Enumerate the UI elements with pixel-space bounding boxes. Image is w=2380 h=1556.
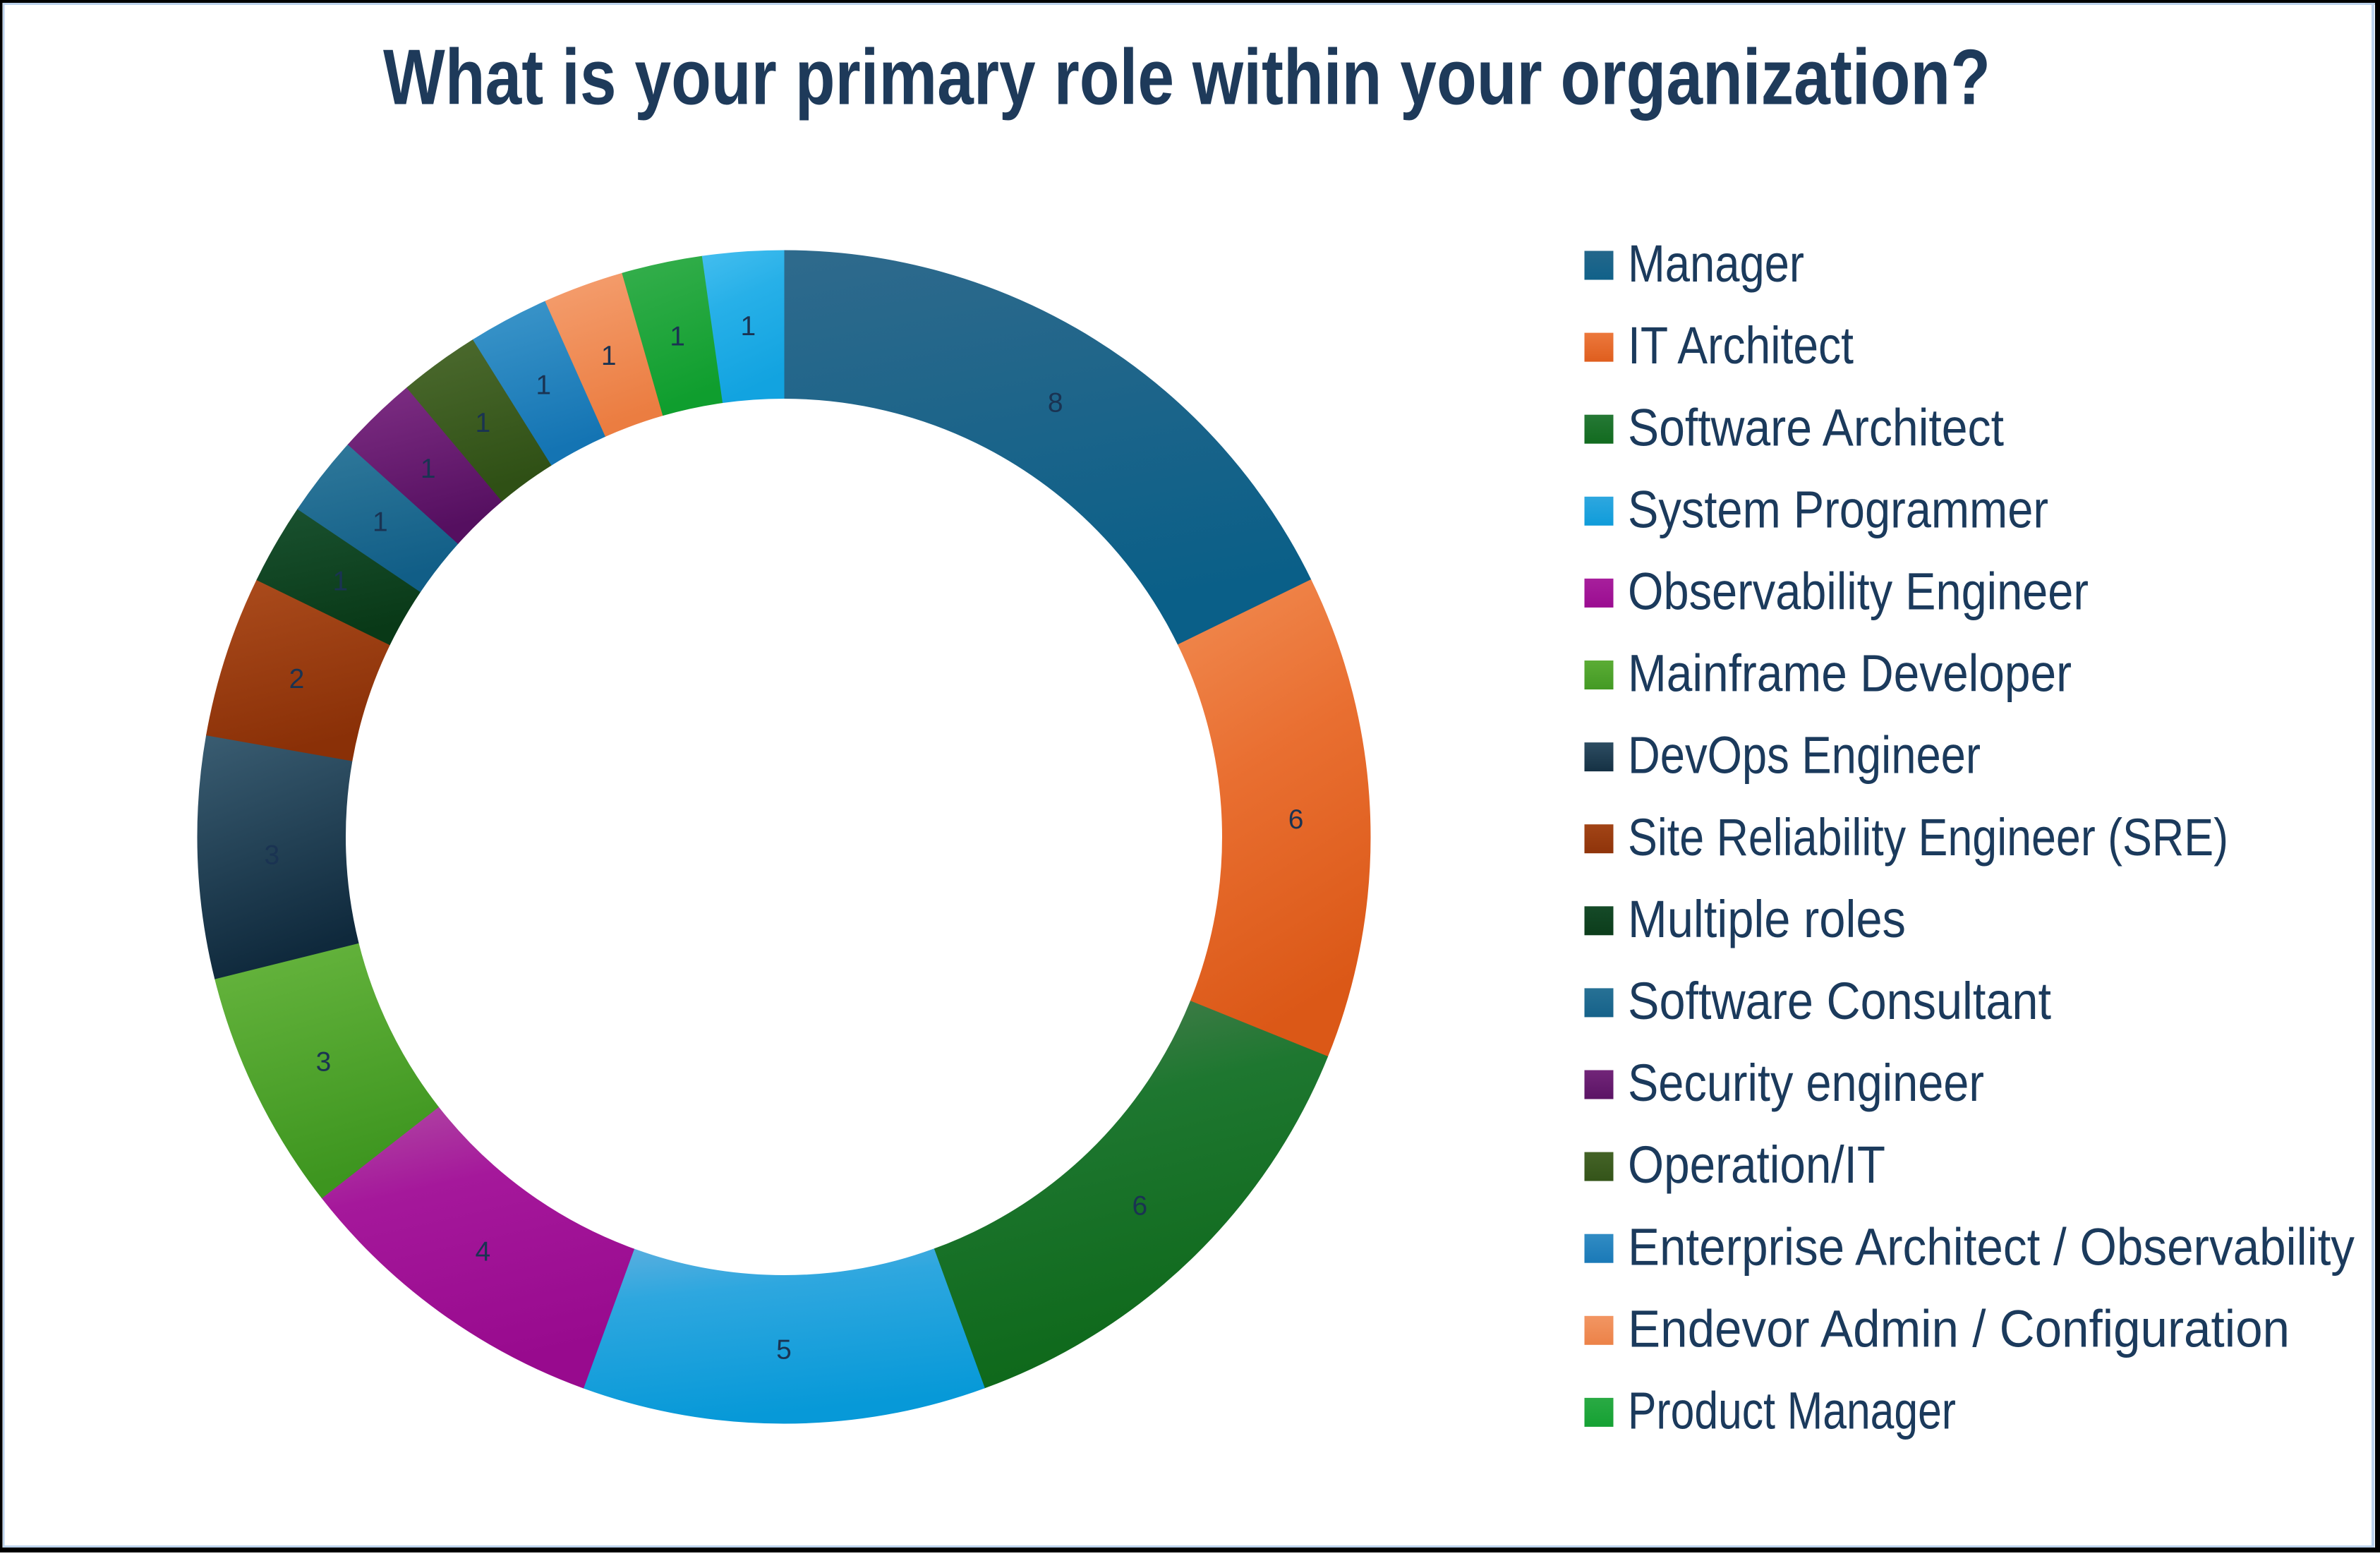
svg-text:1: 1	[741, 311, 756, 342]
svg-text:6: 6	[1288, 804, 1304, 835]
svg-text:DevOps Engineer: DevOps Engineer	[1628, 726, 1981, 785]
svg-text:Product Manager: Product Manager	[1628, 1382, 1956, 1440]
svg-text:IT Architect: IT Architect	[1628, 316, 1854, 375]
svg-text:Endevor Admin / Configuration: Endevor Admin / Configuration	[1628, 1299, 2290, 1358]
svg-text:5: 5	[776, 1334, 792, 1365]
svg-text:4: 4	[475, 1237, 490, 1267]
svg-text:Operation/IT: Operation/IT	[1628, 1135, 1885, 1194]
svg-text:1: 1	[670, 321, 685, 351]
svg-text:1: 1	[421, 454, 436, 484]
svg-text:What is your primary role with: What is your primary role within your or…	[383, 34, 1991, 121]
svg-text:1: 1	[536, 370, 551, 400]
svg-text:1: 1	[373, 507, 388, 537]
svg-text:3: 3	[316, 1047, 332, 1078]
svg-text:Site Reliability Engineer (SRE: Site Reliability Engineer (SRE)	[1628, 808, 2228, 867]
svg-text:3: 3	[265, 840, 280, 871]
svg-text:Enterprise Architect / Observa: Enterprise Architect / Observability	[1628, 1217, 2355, 1276]
svg-text:Mainframe Developer: Mainframe Developer	[1628, 644, 2072, 703]
svg-text:Security engineer: Security engineer	[1628, 1054, 1984, 1112]
svg-text:Observability Engineer: Observability Engineer	[1628, 562, 2089, 621]
svg-text:1: 1	[601, 341, 617, 371]
svg-text:Software Consultant: Software Consultant	[1628, 972, 2051, 1030]
svg-text:1: 1	[332, 566, 348, 596]
svg-text:Manager: Manager	[1628, 234, 1804, 293]
svg-text:6: 6	[1132, 1191, 1147, 1222]
svg-text:8: 8	[1048, 388, 1063, 418]
svg-text:2: 2	[289, 664, 305, 694]
svg-text:1: 1	[475, 408, 490, 438]
svg-text:Software Architect: Software Architect	[1628, 398, 2004, 457]
svg-text:Multiple roles: Multiple roles	[1628, 890, 1906, 948]
svg-text:System Programmer: System Programmer	[1628, 480, 2048, 538]
